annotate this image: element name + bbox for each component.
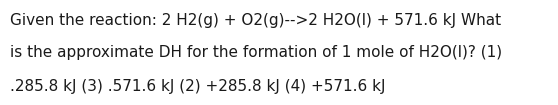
- Text: Given the reaction: 2 H2(g) + O2(g)-->2 H2O(l) + 571.6 kJ What: Given the reaction: 2 H2(g) + O2(g)-->2 …: [10, 14, 501, 28]
- Text: is the approximate DH for the formation of 1 mole of H2O(l)? (1): is the approximate DH for the formation …: [10, 45, 502, 60]
- Text: .285.8 kJ (3) .571.6 kJ (2) +285.8 kJ (4) +571.6 kJ: .285.8 kJ (3) .571.6 kJ (2) +285.8 kJ (4…: [10, 79, 386, 94]
